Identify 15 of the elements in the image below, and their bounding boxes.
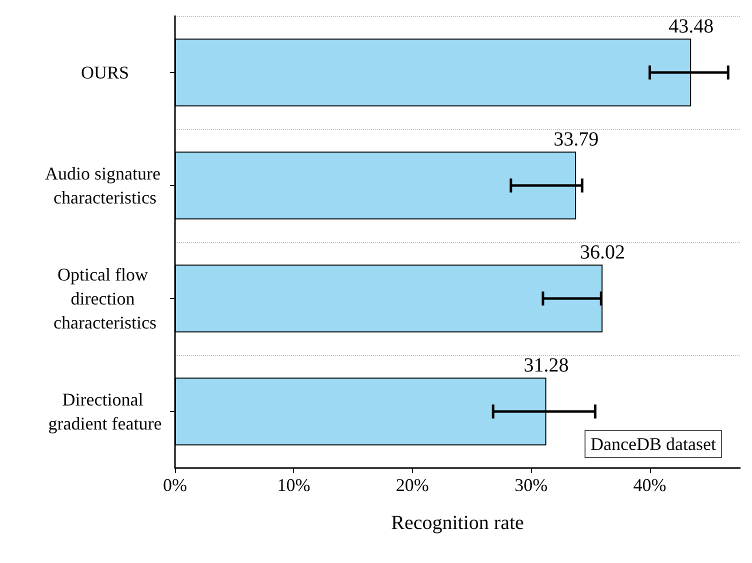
x-tick-label: 40% [633, 475, 666, 495]
x-axis-title: Recognition rate [391, 512, 524, 534]
y-tick-label: Optical flow direction characteristics [54, 264, 156, 332]
data-label: 33.79 [554, 128, 599, 151]
x-tick-label: 10% [277, 475, 310, 495]
y-tick-label: Directional gradient feature [48, 390, 162, 434]
data-label: 36.02 [580, 242, 626, 264]
y-tick-label: Audio signature characteristics [45, 164, 165, 208]
data-label: 43.48 [668, 16, 714, 38]
x-tick-label: 20% [396, 475, 429, 495]
x-tick-label: 30% [514, 475, 548, 495]
y-tick-label: OURS [80, 62, 130, 82]
annotation: DanceDB dataset [590, 434, 716, 454]
x-tick-label: 0% [163, 475, 187, 495]
data-label: 31.28 [524, 354, 569, 377]
